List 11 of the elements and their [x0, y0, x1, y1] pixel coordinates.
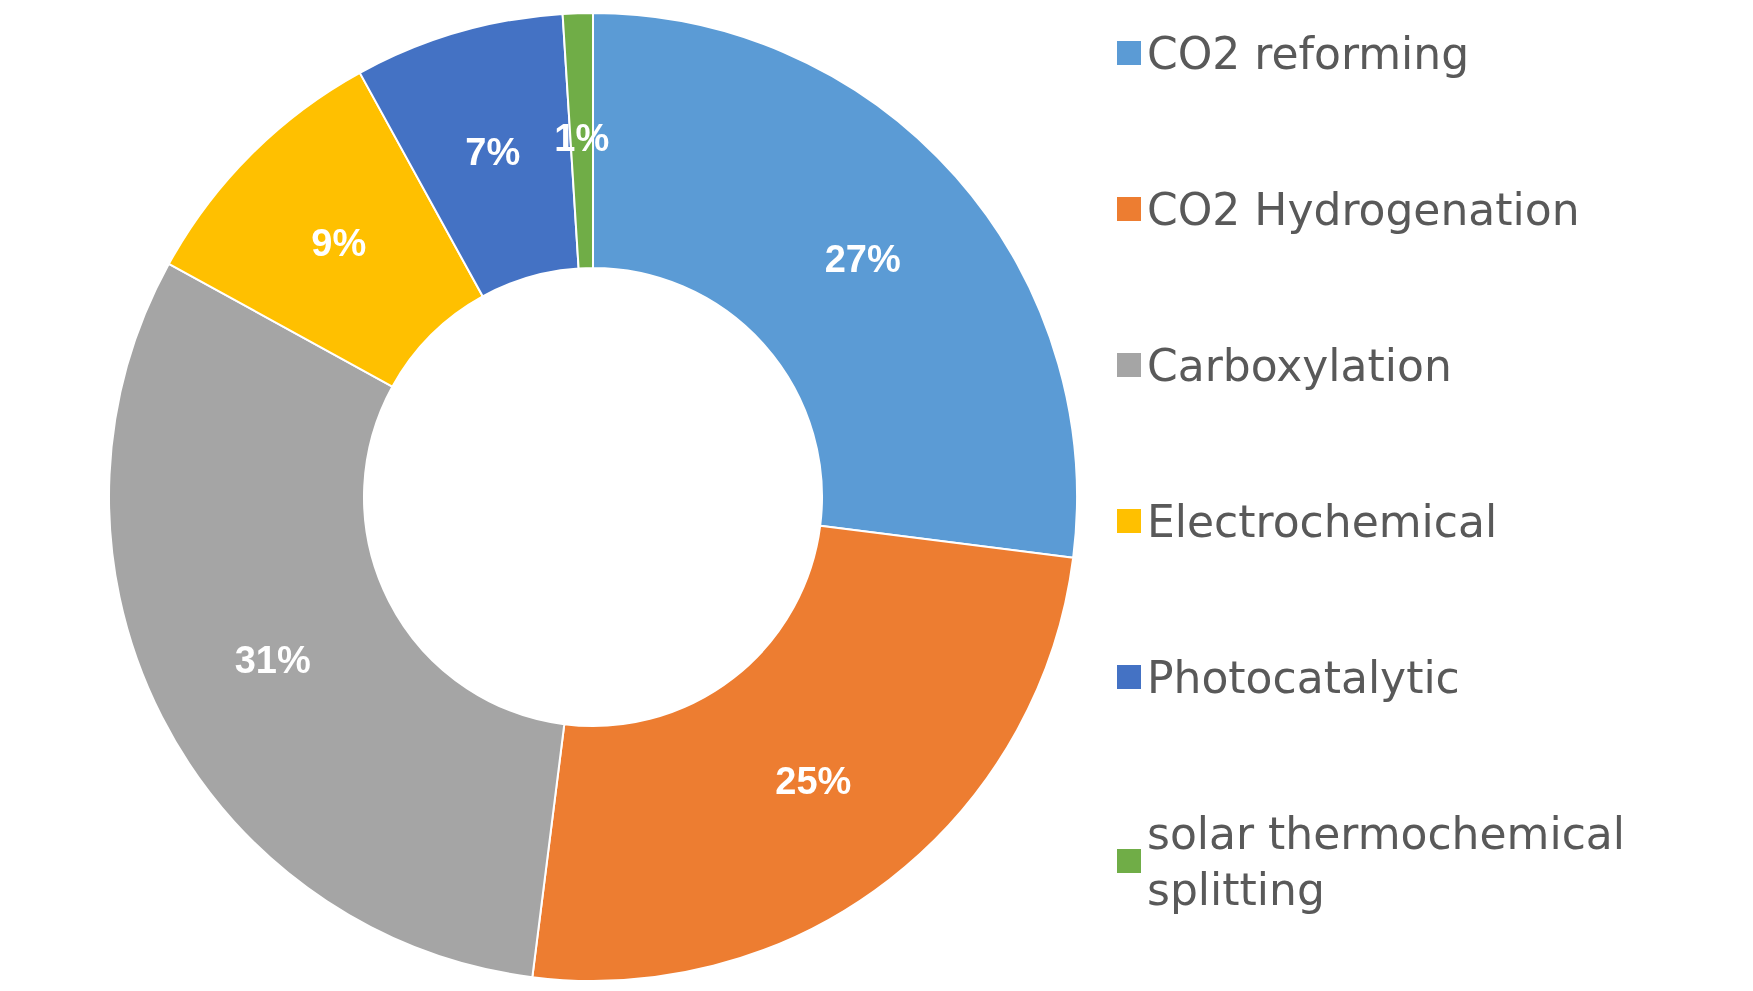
legend-label: solar thermochemical splitting	[1147, 807, 1640, 915]
data-label: 25%	[775, 760, 852, 803]
data-label: 7%	[465, 130, 521, 173]
legend-label: CO2 Hydrogenation	[1147, 183, 1580, 235]
legend-label: Carboxylation	[1147, 339, 1452, 391]
data-label: 31%	[234, 639, 311, 682]
legend-label: Photocatalytic	[1147, 651, 1460, 703]
data-label: 27%	[824, 238, 901, 281]
data-label: 9%	[311, 221, 367, 264]
legend-label: CO2 reforming	[1147, 27, 1470, 79]
legend-label: Electrochemical	[1147, 495, 1498, 547]
